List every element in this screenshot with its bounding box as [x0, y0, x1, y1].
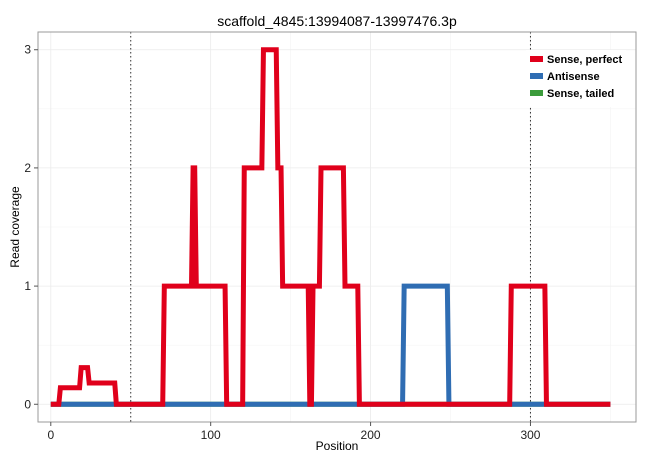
- legend-label: Sense, perfect: [547, 54, 623, 66]
- x-tick-label: 0: [47, 428, 54, 442]
- legend-label: Antisense: [547, 71, 600, 83]
- axis-ticks: 0 100 200 300 0 1 2 3: [24, 43, 540, 442]
- x-tick-label: 300: [520, 428, 540, 442]
- plot-border: [37, 31, 637, 423]
- y-tick-label: 0: [24, 397, 31, 411]
- x-tick-label: 200: [361, 428, 381, 442]
- legend-swatch: [530, 56, 543, 62]
- legend-label: Sense, tailed: [547, 88, 614, 100]
- x-axis-title: Position: [316, 439, 359, 453]
- legend-swatch: [530, 73, 543, 79]
- legend-swatch: [530, 90, 543, 96]
- legend: Sense, perfect Antisense Sense, tailed: [526, 50, 626, 107]
- x-tick-label: 100: [201, 428, 221, 442]
- y-tick-label: 2: [24, 161, 31, 175]
- y-tick-label: 3: [24, 43, 31, 57]
- y-axis-title: Read coverage: [8, 186, 22, 268]
- chart-title: scaffold_4845:13994087-13997476.3p: [217, 13, 457, 29]
- y-tick-label: 1: [24, 279, 31, 293]
- series-line-sense-perfect: [50, 47, 611, 407]
- series-lines: [50, 47, 611, 407]
